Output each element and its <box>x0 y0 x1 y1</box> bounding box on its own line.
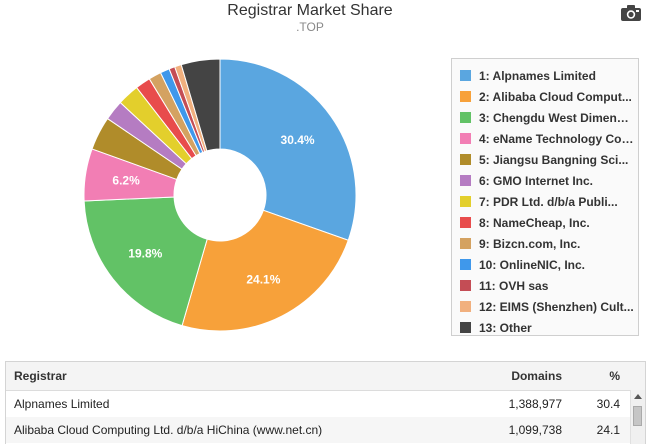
legend-item[interactable]: 5: Jiangsu Bangning Sci... <box>460 149 638 170</box>
table-row[interactable]: Alibaba Cloud Computing Ltd. d/b/a HiChi… <box>6 417 645 443</box>
legend-item[interactable]: 6: GMO Internet Inc. <box>460 170 638 191</box>
legend-swatch <box>460 154 471 165</box>
pie-slice[interactable] <box>83 196 208 327</box>
pie-slice[interactable] <box>181 209 349 332</box>
header-registrar[interactable]: Registrar <box>14 369 67 383</box>
legend-label: 9: Bizcn.com, Inc. <box>479 236 581 251</box>
legend-label: 8: NameCheap, Inc. <box>479 215 590 230</box>
cell-percent: 30.4 <box>596 397 620 411</box>
pie-slice[interactable] <box>180 58 221 152</box>
header-percent[interactable]: % <box>609 369 620 383</box>
legend-label: 10: OnlineNIC, Inc. <box>479 257 586 272</box>
legend-swatch <box>460 322 471 333</box>
legend-swatch <box>460 133 471 144</box>
legend-item[interactable]: 11: OVH sas <box>460 275 638 296</box>
legend-item[interactable]: 4: eName Technology Co.... <box>460 128 638 149</box>
chart-legend: 1: Alpnames Limited 2: Alibaba Cloud Comp… <box>451 58 639 336</box>
table-header: Registrar Domains % <box>6 362 645 391</box>
legend-item[interactable]: 1: Alpnames Limited <box>460 65 638 86</box>
legend-label: 1: Alpnames Limited <box>479 68 596 83</box>
legend-label: 7: PDR Ltd. d/b/a Publi... <box>479 194 618 209</box>
legend-item[interactable]: 13: Other <box>460 317 638 338</box>
legend-swatch <box>460 175 471 186</box>
legend-swatch <box>460 238 471 249</box>
chart-title: Registrar Market Share <box>227 2 393 19</box>
chart-subtitle: .TOP <box>296 20 324 34</box>
legend-label: 11: OVH sas <box>479 278 549 293</box>
cell-registrar: Alpnames Limited <box>14 397 110 411</box>
legend-label: 6: GMO Internet Inc. <box>479 173 594 188</box>
legend-swatch <box>460 196 471 207</box>
registrar-table: Registrar Domains % Alpnames Limited 1,3… <box>5 361 646 444</box>
pie-slice[interactable] <box>219 58 357 241</box>
legend-item[interactable]: 2: Alibaba Cloud Comput... <box>460 86 638 107</box>
legend-swatch <box>460 217 471 228</box>
table-scrollbar[interactable] <box>630 390 645 444</box>
legend-item[interactable]: 12: EIMS (Shenzhen) Cult... <box>460 296 638 317</box>
legend-label: 5: Jiangsu Bangning Sci... <box>479 152 629 167</box>
legend-label: 13: Other <box>479 320 532 335</box>
slice-label: 6.2% <box>112 174 140 188</box>
slice-label: 19.8% <box>128 247 162 261</box>
cell-domains: 1,099,738 <box>508 423 562 437</box>
scroll-thumb[interactable] <box>633 406 642 426</box>
legend-swatch <box>460 280 471 291</box>
header-domains[interactable]: Domains <box>511 369 562 383</box>
slice-label: 30.4% <box>281 133 315 147</box>
cell-registrar: Alibaba Cloud Computing Ltd. d/b/a HiChi… <box>14 423 323 437</box>
legend-item[interactable]: 7: PDR Ltd. d/b/a Publi... <box>460 191 638 212</box>
legend-swatch <box>460 301 471 312</box>
legend-label: 3: Chengdu West Dimensi... <box>479 110 634 125</box>
slice-label: 24.1% <box>246 273 280 287</box>
legend-swatch <box>460 112 471 123</box>
legend-item[interactable]: 10: OnlineNIC, Inc. <box>460 254 638 275</box>
legend-swatch <box>460 91 471 102</box>
legend-label: 12: EIMS (Shenzhen) Cult... <box>479 299 634 314</box>
legend-swatch <box>460 259 471 270</box>
legend-label: 2: Alibaba Cloud Comput... <box>479 89 632 104</box>
cell-percent: 24.1 <box>596 423 620 437</box>
cell-domains: 1,388,977 <box>508 397 562 411</box>
legend-item[interactable]: 8: NameCheap, Inc. <box>460 212 638 233</box>
legend-label: 4: eName Technology Co.... <box>479 131 634 146</box>
table-row[interactable]: Alpnames Limited 1,388,977 30.4 <box>6 391 645 417</box>
legend-item[interactable]: 3: Chengdu West Dimensi... <box>460 107 638 128</box>
pie-chart: 30.4% 24.1% 19.8% 6.2% <box>83 58 357 332</box>
legend-item[interactable]: 9: Bizcn.com, Inc. <box>460 233 638 254</box>
camera-icon[interactable] <box>620 4 642 22</box>
legend-swatch <box>460 70 471 81</box>
scroll-up-arrow-icon[interactable] <box>634 394 642 399</box>
